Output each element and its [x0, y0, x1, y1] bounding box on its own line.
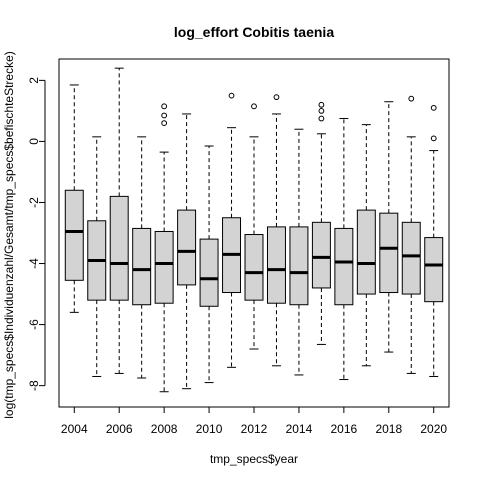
outlier-point	[228, 92, 235, 99]
outlier-point	[430, 104, 437, 111]
x-tick-label: 2006	[106, 422, 133, 436]
y-axis-label: log(tmp_specs$Individuenzahl/Gesamt/tmp_…	[2, 51, 16, 419]
box-2019	[401, 95, 421, 374]
x-tick-label: 2010	[196, 422, 223, 436]
box-2013	[266, 94, 286, 367]
box-body	[109, 195, 129, 301]
outlier-point	[408, 95, 415, 102]
box-body	[266, 226, 286, 304]
box-body	[356, 209, 376, 295]
outlier-point	[273, 94, 280, 101]
x-tick-label: 2016	[331, 422, 358, 436]
box-2020	[424, 104, 444, 377]
outlier-point	[251, 103, 257, 110]
outlier-point	[318, 101, 325, 108]
x-tick-label: 2020	[420, 422, 447, 436]
x-tick-label: 2004	[61, 422, 88, 436]
box-2011	[222, 92, 242, 368]
x-tick-label: 2014	[286, 422, 313, 436]
y-tick-label: -2	[27, 197, 41, 208]
y-tick-label: -4	[27, 258, 41, 269]
box-body	[289, 226, 309, 306]
box-2007	[132, 136, 152, 379]
x-tick-label: 2018	[375, 422, 402, 436]
x-tick-label: 2008	[151, 422, 178, 436]
box-body	[379, 212, 399, 294]
box-body	[132, 227, 152, 306]
box-body	[334, 227, 354, 306]
box-2018	[379, 101, 399, 353]
y-tick-label: -6	[27, 319, 41, 330]
box-body	[154, 230, 174, 304]
outlier-point	[161, 103, 168, 110]
outlier-point	[161, 120, 168, 127]
x-axis: 2004 2006 2008 2010 2012 2014 2016 2018 2020	[61, 406, 447, 436]
outlier-point	[318, 115, 325, 122]
boxes-layer	[64, 67, 444, 393]
chart-title: log_effort Cobitis taenia	[174, 24, 334, 40]
box-body	[424, 237, 444, 303]
x-tick-label: 2012	[241, 422, 268, 436]
x-axis-label: tmp_specs$year	[210, 452, 298, 466]
box-body	[64, 189, 84, 281]
box-body	[177, 209, 197, 286]
y-axis: -8 -6 -4 -2 0 2	[27, 77, 46, 391]
box-2012	[244, 103, 264, 350]
box-2005	[87, 136, 107, 377]
box-body	[244, 234, 264, 301]
y-tick-label: -8	[27, 380, 41, 391]
box-2010	[199, 145, 219, 384]
y-tick-label: 0	[27, 138, 41, 145]
box-body	[311, 221, 331, 289]
box-2016	[334, 118, 354, 381]
box-2017	[356, 124, 376, 367]
outlier-point	[318, 107, 325, 114]
box-body	[401, 221, 421, 295]
box-2004	[64, 84, 84, 313]
y-tick-label: 2	[27, 77, 41, 84]
outlier-point	[161, 112, 168, 119]
box-2008	[154, 103, 174, 393]
box-2006	[109, 67, 129, 374]
box-2009	[177, 113, 197, 390]
box-2014	[289, 128, 309, 376]
box-body	[199, 238, 219, 307]
outlier-point	[430, 135, 437, 142]
box-2015	[311, 101, 331, 345]
